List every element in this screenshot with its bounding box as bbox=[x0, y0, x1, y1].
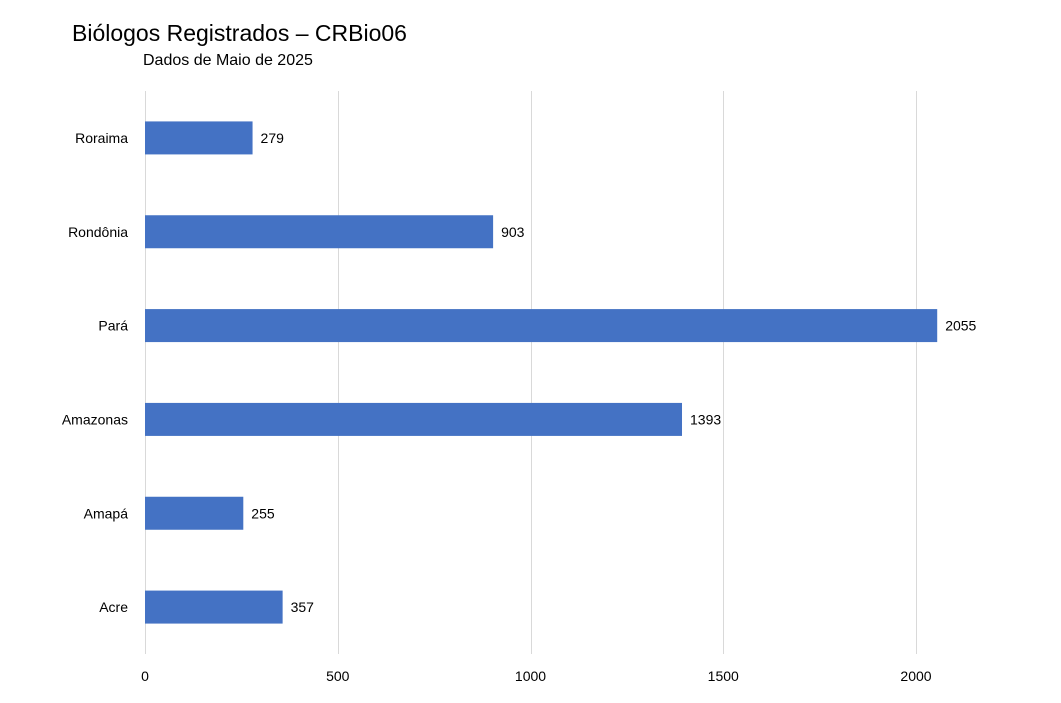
category-label-Rondônia: Rondônia bbox=[68, 224, 128, 240]
bars bbox=[145, 121, 938, 624]
x-tick-label-1500: 1500 bbox=[708, 668, 739, 684]
bar-Roraima bbox=[145, 121, 253, 155]
category-label-Pará: Pará bbox=[98, 318, 128, 334]
bar-Rondônia bbox=[145, 215, 494, 249]
data-label-Amapá: 255 bbox=[251, 505, 275, 521]
bar-Pará bbox=[145, 309, 938, 343]
bar-Amapá bbox=[145, 496, 244, 530]
category-label-Roraima: Roraima bbox=[75, 130, 128, 146]
x-tick-label-1000: 1000 bbox=[515, 668, 546, 684]
data-label-Rondônia: 903 bbox=[501, 224, 525, 240]
chart-title: Biólogos Registrados – CRBio06 bbox=[72, 20, 407, 46]
category-label-Acre: Acre bbox=[99, 599, 128, 615]
gridlines bbox=[145, 91, 917, 654]
labels: 0 500 1000 1500 2000 Acre 357 Amapá 255 Amazonas 1… bbox=[62, 130, 977, 684]
x-tick-label-0: 0 bbox=[141, 668, 149, 684]
x-tick-label-500: 500 bbox=[326, 668, 350, 684]
data-label-Acre: 357 bbox=[291, 599, 315, 615]
chart-subtitle: Dados de Maio de 2025 bbox=[143, 52, 313, 69]
data-label-Roraima: 279 bbox=[261, 130, 285, 146]
data-label-Pará: 2055 bbox=[945, 318, 976, 334]
category-label-Amazonas: Amazonas bbox=[62, 411, 128, 427]
data-label-Amazonas: 1393 bbox=[690, 411, 721, 427]
bar-Acre bbox=[145, 590, 283, 624]
bar-Amazonas bbox=[145, 402, 683, 436]
category-label-Amapá: Amapá bbox=[84, 505, 129, 521]
x-tick-label-2000: 2000 bbox=[900, 668, 931, 684]
